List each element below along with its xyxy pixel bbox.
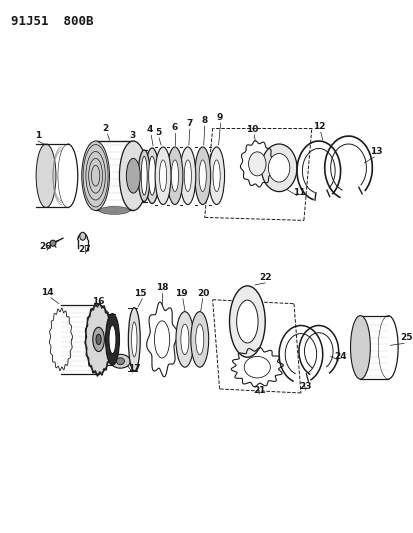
Ellipse shape <box>184 160 191 191</box>
Text: 11: 11 <box>292 188 304 197</box>
Text: 24: 24 <box>333 352 346 361</box>
Ellipse shape <box>105 313 119 365</box>
Ellipse shape <box>116 358 124 365</box>
Text: 1: 1 <box>35 131 41 140</box>
Ellipse shape <box>80 232 85 240</box>
Text: 15: 15 <box>134 289 146 298</box>
Ellipse shape <box>85 305 111 374</box>
Ellipse shape <box>176 312 193 367</box>
Text: 9: 9 <box>216 113 222 122</box>
Ellipse shape <box>99 206 129 214</box>
Ellipse shape <box>190 312 208 367</box>
Text: 13: 13 <box>369 147 382 156</box>
Ellipse shape <box>180 147 195 205</box>
Text: 27: 27 <box>78 245 91 254</box>
Text: 5: 5 <box>154 128 161 137</box>
Ellipse shape <box>110 354 130 368</box>
Text: 6: 6 <box>171 123 178 132</box>
Ellipse shape <box>154 321 169 358</box>
Ellipse shape <box>159 160 166 191</box>
Ellipse shape <box>261 144 296 192</box>
Ellipse shape <box>248 152 266 176</box>
Text: 23: 23 <box>299 382 311 391</box>
Text: 21: 21 <box>252 386 265 395</box>
Text: 8: 8 <box>201 116 207 125</box>
Ellipse shape <box>350 316 370 379</box>
Ellipse shape <box>171 160 178 191</box>
Text: 18: 18 <box>155 283 168 292</box>
Text: 3: 3 <box>129 131 135 140</box>
Ellipse shape <box>109 325 116 353</box>
Text: 4: 4 <box>147 125 153 134</box>
Text: 10: 10 <box>246 125 258 134</box>
Ellipse shape <box>208 147 224 205</box>
Text: 7: 7 <box>186 119 192 128</box>
Ellipse shape <box>126 158 140 193</box>
Ellipse shape <box>148 156 155 195</box>
Ellipse shape <box>195 324 203 354</box>
Ellipse shape <box>131 322 137 357</box>
Ellipse shape <box>36 144 56 207</box>
Ellipse shape <box>155 147 171 205</box>
Text: 19: 19 <box>174 289 187 298</box>
Ellipse shape <box>119 141 147 211</box>
Ellipse shape <box>244 357 270 378</box>
Ellipse shape <box>166 147 183 205</box>
Text: 17: 17 <box>128 364 140 373</box>
Ellipse shape <box>128 308 140 371</box>
Ellipse shape <box>138 150 150 201</box>
Ellipse shape <box>236 300 257 343</box>
Text: 12: 12 <box>312 122 324 131</box>
Text: 25: 25 <box>399 333 411 342</box>
Ellipse shape <box>96 334 101 345</box>
Text: 20: 20 <box>197 289 209 298</box>
Ellipse shape <box>145 148 159 204</box>
Text: 91J51  800B: 91J51 800B <box>11 15 94 28</box>
Text: 26: 26 <box>39 242 51 251</box>
Text: 16: 16 <box>92 297 104 306</box>
Ellipse shape <box>195 147 210 205</box>
Text: 22: 22 <box>259 273 271 282</box>
Ellipse shape <box>199 160 206 191</box>
Text: 14: 14 <box>40 288 53 297</box>
Ellipse shape <box>180 324 188 354</box>
Text: 2: 2 <box>102 124 108 133</box>
Ellipse shape <box>93 327 104 352</box>
Ellipse shape <box>268 154 289 182</box>
Ellipse shape <box>141 156 147 195</box>
Ellipse shape <box>213 160 220 191</box>
Ellipse shape <box>81 141 109 211</box>
Ellipse shape <box>50 240 56 246</box>
Ellipse shape <box>229 286 265 357</box>
